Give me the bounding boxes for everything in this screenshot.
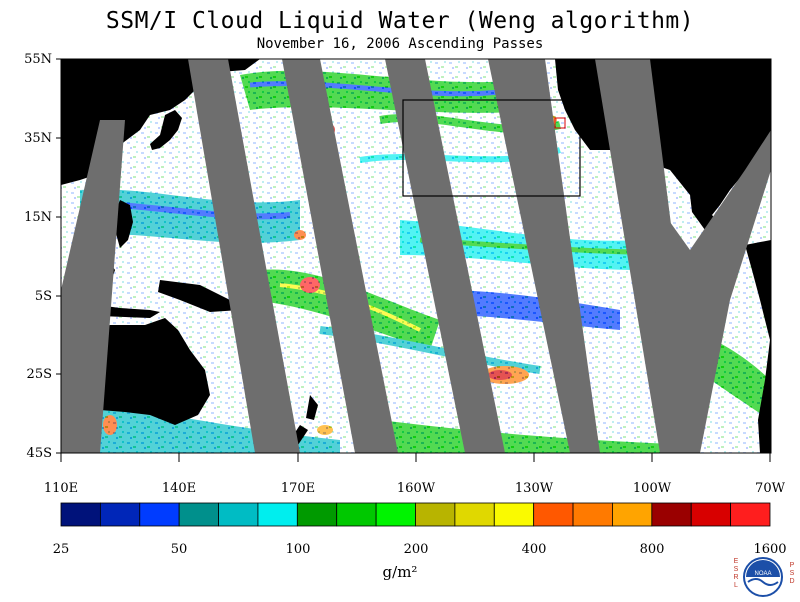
colorbar-tick-labels: 25 50 100 200 400 800 1600 xyxy=(53,542,787,557)
location-marker xyxy=(554,117,566,129)
data-gap-swaths xyxy=(61,59,771,453)
lat-label: 45S xyxy=(27,446,52,461)
colorbar-swatch xyxy=(533,502,574,527)
lat-label: 15N xyxy=(24,210,52,225)
colorbar-swatch xyxy=(651,502,692,527)
latitude-axis: 55N 35N 15N 5S 25S 45S xyxy=(24,52,61,461)
colorbar-swatch xyxy=(99,502,141,527)
colorbar-swatch xyxy=(415,502,456,527)
lon-label: 170E xyxy=(281,481,315,496)
colorbar-swatch xyxy=(218,502,259,527)
lat-label: 55N xyxy=(24,52,52,67)
colorbar-swatch xyxy=(336,502,377,527)
colorbar-tick-label: 200 xyxy=(404,542,429,557)
lon-label: 130W xyxy=(515,481,554,496)
colorbar-tick-label: 1600 xyxy=(753,542,786,557)
colorbar-tick-label: 50 xyxy=(171,542,188,557)
units-label: g/m² xyxy=(382,563,418,581)
colorbar-swatch xyxy=(454,502,495,527)
colorbar-swatch xyxy=(60,502,101,527)
map-subtitle: November 16, 2006 Ascending Passes xyxy=(256,36,544,52)
colorbar-swatch xyxy=(493,502,535,527)
lat-label: 35N xyxy=(24,131,52,146)
colorbar-swatch xyxy=(572,502,613,527)
longitude-axis: 110E 140E 170E 160W 130W 100W 70W xyxy=(44,453,786,496)
colorbar-tick-label: 25 xyxy=(53,542,70,557)
lon-label: 100W xyxy=(633,481,672,496)
colorbar xyxy=(60,502,771,527)
map-panel xyxy=(61,59,771,453)
lon-label: 70W xyxy=(755,481,786,496)
colorbar-swatch xyxy=(257,502,298,527)
noaa-text: NOAA xyxy=(754,571,771,577)
lat-label: 5S xyxy=(35,289,52,304)
colorbar-swatch xyxy=(730,502,771,527)
lat-label: 25S xyxy=(27,367,52,382)
map-title: SSM/I Cloud Liquid Water (Weng algorithm… xyxy=(105,8,695,34)
lon-label: 140E xyxy=(162,481,196,496)
colorbar-swatch xyxy=(178,502,219,527)
colorbar-swatch xyxy=(296,502,338,527)
lon-label: 160W xyxy=(397,481,436,496)
noaa-emblem-icon: NOAA xyxy=(743,557,783,597)
colorbar-swatch xyxy=(612,502,653,527)
colorbar-swatch xyxy=(139,502,180,527)
colorbar-swatch xyxy=(375,502,416,527)
region-box xyxy=(402,99,581,197)
colorbar-tick-label: 800 xyxy=(640,542,665,557)
colorbar-swatch xyxy=(690,502,732,527)
colorbar-tick-label: 400 xyxy=(522,542,547,557)
colorbar-tick-label: 100 xyxy=(286,542,311,557)
lon-label: 110E xyxy=(44,481,78,496)
